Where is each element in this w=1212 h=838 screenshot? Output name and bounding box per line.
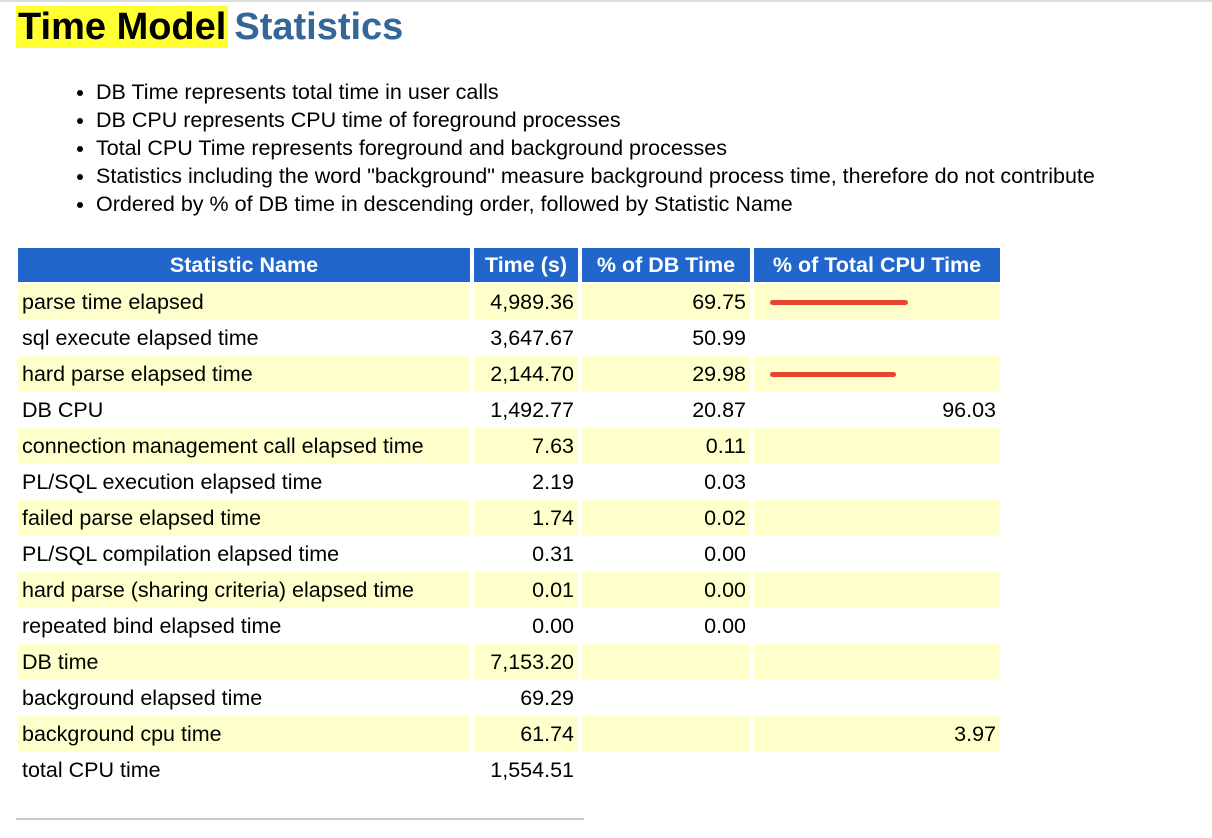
cell-time: 7.63 — [474, 428, 578, 464]
cell-pct-db-time: 50.99 — [582, 320, 750, 356]
table-row: failed parse elapsed time 1.74 0.02 — [18, 500, 1000, 536]
top-divider — [0, 0, 1212, 2]
cell-pct-db-time: 29.98 — [582, 356, 750, 392]
cell-time: 7,153.20 — [474, 644, 578, 680]
table-header-row: Statistic Name Time (s) % of DB Time % o… — [18, 248, 1000, 284]
time-model-table: Statistic Name Time (s) % of DB Time % o… — [14, 248, 1004, 788]
cell-pct-db-time: 0.00 — [582, 572, 750, 608]
cell-pct-total-cpu-time — [754, 608, 1000, 644]
cell-time: 1.74 — [474, 500, 578, 536]
cell-pct-db-time: 0.00 — [582, 536, 750, 572]
bottom-divider — [16, 818, 584, 820]
cell-pct-total-cpu-time: 3.97 — [754, 716, 1000, 752]
table-row: connection management call elapsed time 7… — [18, 428, 1000, 464]
cell-pct-total-cpu-time — [754, 284, 1000, 320]
cell-pct-total-cpu-time: 96.03 — [754, 392, 1000, 428]
cell-pct-total-cpu-time — [754, 500, 1000, 536]
cell-pct-total-cpu-time — [754, 356, 1000, 392]
cell-statistic-name: hard parse elapsed time — [18, 356, 470, 392]
cell-pct-total-cpu-time — [754, 464, 1000, 500]
note-item: Total CPU Time represents foreground and… — [96, 134, 1095, 162]
cell-pct-total-cpu-time — [754, 752, 1000, 788]
table-body: parse time elapsed 4,989.36 69.75 sql execu… — [18, 284, 1000, 788]
cell-pct-total-cpu-time — [754, 572, 1000, 608]
table-row: sql execute elapsed time 3,647.67 50.99 — [18, 320, 1000, 356]
cell-statistic-name: DB time — [18, 644, 470, 680]
table-row: DB CPU 1,492.77 20.87 96.03 — [18, 392, 1000, 428]
cell-statistic-name: failed parse elapsed time — [18, 500, 470, 536]
cell-statistic-name: parse time elapsed — [18, 284, 470, 320]
table-row: hard parse (sharing criteria) elapsed ti… — [18, 572, 1000, 608]
cell-statistic-name: sql execute elapsed time — [18, 320, 470, 356]
page-title: Time Model Statistics — [16, 4, 403, 50]
page-title-rest: Statistics — [234, 6, 404, 48]
cell-time: 69.29 — [474, 680, 578, 716]
cell-pct-total-cpu-time — [754, 320, 1000, 356]
cell-pct-db-time: 69.75 — [582, 284, 750, 320]
cell-statistic-name: PL/SQL compilation elapsed time — [18, 536, 470, 572]
cell-pct-total-cpu-time — [754, 680, 1000, 716]
cell-time: 1,492.77 — [474, 392, 578, 428]
cell-pct-db-time: 0.02 — [582, 500, 750, 536]
cell-statistic-name: hard parse (sharing criteria) elapsed ti… — [18, 572, 470, 608]
cell-time: 0.01 — [474, 572, 578, 608]
cell-pct-db-time: 0.03 — [582, 464, 750, 500]
cell-statistic-name: background cpu time — [18, 716, 470, 752]
notes-list: DB Time represents total time in user ca… — [58, 78, 1095, 218]
cell-statistic-name: PL/SQL execution elapsed time — [18, 464, 470, 500]
note-item: Ordered by % of DB time in descending or… — [96, 190, 1095, 218]
table-row: parse time elapsed 4,989.36 69.75 — [18, 284, 1000, 320]
table-row: background elapsed time 69.29 — [18, 680, 1000, 716]
table-row: background cpu time 61.74 3.97 — [18, 716, 1000, 752]
header-pct-total-cpu-time: % of Total CPU Time — [754, 248, 1000, 284]
header-time: Time (s) — [474, 248, 578, 284]
cell-time: 3,647.67 — [474, 320, 578, 356]
table-row: repeated bind elapsed time 0.00 0.00 — [18, 608, 1000, 644]
header-statistic-name: Statistic Name — [18, 248, 470, 284]
red-strike-annotation — [770, 300, 908, 306]
note-item: DB CPU represents CPU time of foreground… — [96, 106, 1095, 134]
note-item: Statistics including the word "backgroun… — [96, 162, 1095, 190]
cell-pct-db-time — [582, 752, 750, 788]
cell-time: 4,989.36 — [474, 284, 578, 320]
time-model-table-wrapper: Statistic Name Time (s) % of DB Time % o… — [18, 248, 1004, 788]
red-strike-annotation — [770, 372, 896, 378]
cell-time: 0.00 — [474, 608, 578, 644]
table-row: hard parse elapsed time 2,144.70 29.98 — [18, 356, 1000, 392]
cell-pct-db-time: 0.00 — [582, 608, 750, 644]
cell-statistic-name: background elapsed time — [18, 680, 470, 716]
cell-pct-db-time — [582, 716, 750, 752]
cell-pct-db-time: 0.11 — [582, 428, 750, 464]
cell-statistic-name: total CPU time — [18, 752, 470, 788]
cell-pct-total-cpu-time — [754, 536, 1000, 572]
table-row: DB time 7,153.20 — [18, 644, 1000, 680]
header-pct-db-time: % of DB Time — [582, 248, 750, 284]
table-row: total CPU time 1,554.51 — [18, 752, 1000, 788]
cell-time: 2.19 — [474, 464, 578, 500]
cell-pct-db-time — [582, 644, 750, 680]
table-row: PL/SQL execution elapsed time 2.19 0.03 — [18, 464, 1000, 500]
cell-pct-db-time — [582, 680, 750, 716]
cell-time: 0.31 — [474, 536, 578, 572]
cell-statistic-name: DB CPU — [18, 392, 470, 428]
cell-pct-total-cpu-time — [754, 428, 1000, 464]
cell-time: 2,144.70 — [474, 356, 578, 392]
cell-pct-total-cpu-time — [754, 644, 1000, 680]
cell-statistic-name: connection management call elapsed time — [18, 428, 470, 464]
cell-time: 61.74 — [474, 716, 578, 752]
page-title-highlighted: Time Model — [16, 6, 229, 48]
cell-statistic-name: repeated bind elapsed time — [18, 608, 470, 644]
cell-pct-db-time: 20.87 — [582, 392, 750, 428]
table-row: PL/SQL compilation elapsed time 0.31 0.00 — [18, 536, 1000, 572]
note-item: DB Time represents total time in user ca… — [96, 78, 1095, 106]
cell-time: 1,554.51 — [474, 752, 578, 788]
